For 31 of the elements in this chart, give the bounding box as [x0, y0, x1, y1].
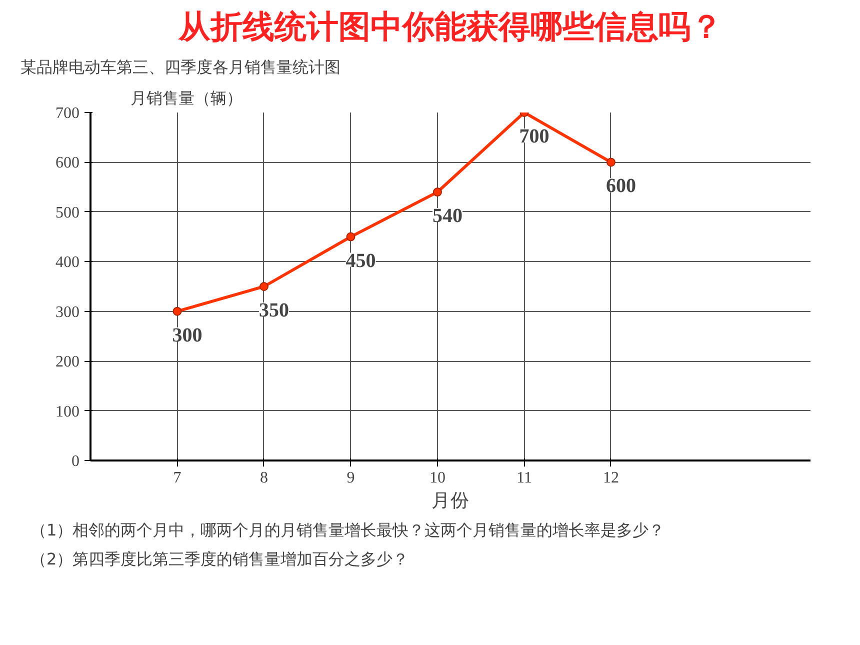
- x-axis-title: 月份: [432, 490, 470, 512]
- chart-subtitle: 某品牌电动车第三、四季度各月销售量统计图: [20, 58, 340, 76]
- y-tick-label: 500: [56, 204, 80, 222]
- y-tick-label: 300: [56, 304, 80, 321]
- data-label: 450: [346, 250, 376, 272]
- point: [172, 306, 182, 316]
- y-tick-label: 400: [56, 254, 80, 272]
- y-axis-title: 月销售量（辆）: [130, 88, 242, 108]
- data-label: 300: [172, 324, 202, 346]
- x-tick-label: 12: [602, 470, 619, 486]
- data-label: 700: [519, 126, 550, 148]
- y-tick-label: 0: [72, 453, 80, 470]
- point: [432, 188, 442, 197]
- x-tick-label: 11: [516, 470, 532, 486]
- x-tick-label: 8: [260, 470, 268, 486]
- chart-title: 从折线统计图中你能获得哪些信息吗？: [178, 8, 722, 46]
- data-label: 600: [606, 175, 636, 198]
- y-tick-label: 100: [56, 403, 80, 420]
- text: （2）第四季度比第三季度的销售量增加百分之多少？: [30, 550, 409, 568]
- y-tick-label: 600: [56, 154, 80, 172]
- x-tick-label: 10: [429, 470, 446, 486]
- x-tick-label: 9: [346, 470, 355, 486]
- y-tick-label: 200: [56, 354, 80, 371]
- y-tick-label: 700: [56, 105, 80, 122]
- data-label: 350: [258, 300, 289, 322]
- point: [346, 232, 356, 242]
- point: [606, 158, 616, 167]
- point: [259, 282, 268, 291]
- text: （1）相邻的两个月中，哪两个月的月销售量增长最快？这两个月销售量的增长率是多少？: [30, 520, 665, 540]
- x-tick-label: 7: [173, 470, 182, 486]
- data-label: 540: [432, 205, 462, 228]
